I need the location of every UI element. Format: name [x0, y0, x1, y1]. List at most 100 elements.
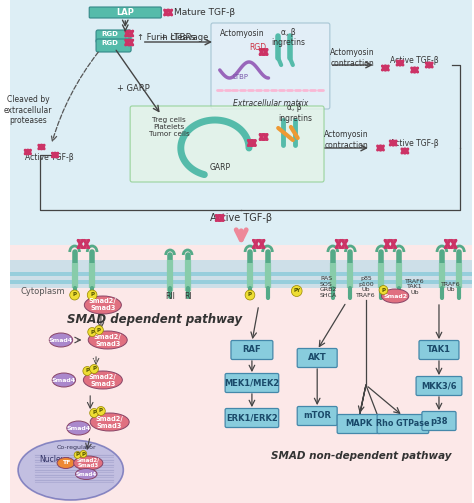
Text: P: P [382, 288, 385, 293]
Text: Active TGF-β: Active TGF-β [390, 138, 439, 147]
Text: Co-regulator: Co-regulator [57, 446, 96, 451]
Text: AKT: AKT [308, 354, 327, 363]
Text: Smad2/
Smad3: Smad2/ Smad3 [96, 415, 124, 429]
Text: TRAF6
Ub: TRAF6 Ub [441, 282, 460, 292]
Text: Smad4: Smad4 [76, 471, 97, 476]
Bar [10, 280, 472, 284]
Text: P: P [99, 408, 103, 413]
Text: Smad4: Smad4 [66, 426, 91, 431]
Circle shape [95, 325, 103, 334]
FancyBboxPatch shape [297, 349, 337, 368]
Circle shape [87, 290, 97, 300]
Text: P: P [97, 327, 101, 332]
Text: SMAD dependent pathway: SMAD dependent pathway [67, 313, 242, 326]
Bar [10, 260, 472, 288]
FancyBboxPatch shape [130, 106, 324, 182]
Text: RI: RI [184, 292, 191, 301]
Ellipse shape [49, 333, 73, 347]
Text: P: P [92, 367, 96, 372]
Ellipse shape [90, 413, 129, 431]
Text: RII: RII [165, 292, 175, 301]
Text: MAPK: MAPK [346, 420, 373, 429]
Circle shape [80, 451, 87, 458]
Text: Cleaved by
extracellular
proteases: Cleaved by extracellular proteases [4, 95, 52, 125]
Text: p38: p38 [430, 416, 448, 426]
Ellipse shape [382, 289, 409, 303]
Ellipse shape [73, 456, 103, 470]
FancyBboxPatch shape [225, 408, 279, 428]
Text: Actomyosin
contraction: Actomyosin contraction [330, 48, 374, 68]
Text: Rho GTPase: Rho GTPase [376, 420, 429, 429]
Text: RGD: RGD [101, 40, 118, 45]
Ellipse shape [88, 331, 127, 349]
FancyBboxPatch shape [422, 411, 456, 431]
Text: Mature TGF-β: Mature TGF-β [174, 8, 235, 17]
Text: GARP: GARP [209, 163, 230, 173]
Text: Active TGF-β: Active TGF-β [390, 55, 439, 64]
Text: Smad2/
Smad3: Smad2/ Smad3 [94, 333, 122, 347]
Text: Cytoplasm: Cytoplasm [20, 288, 64, 296]
Text: MEK1/MEK2: MEK1/MEK2 [224, 378, 280, 387]
Bar [10, 272, 472, 276]
Circle shape [90, 365, 99, 374]
Circle shape [74, 452, 81, 459]
FancyBboxPatch shape [416, 377, 462, 395]
Text: Actomyosin
contraction: Actomyosin contraction [324, 130, 369, 150]
Text: LTBP: LTBP [232, 74, 248, 80]
Text: Actomyosin: Actomyosin [220, 29, 264, 38]
Circle shape [88, 327, 97, 337]
FancyBboxPatch shape [211, 23, 330, 109]
Text: P: P [82, 452, 85, 457]
Text: P: P [90, 293, 94, 297]
Text: Extracellular matrix: Extracellular matrix [233, 99, 308, 108]
Text: TRAF6
TAK1
Ub: TRAF6 TAK1 Ub [405, 279, 424, 295]
Text: LAP: LAP [116, 8, 134, 17]
Ellipse shape [67, 421, 90, 435]
Ellipse shape [84, 296, 121, 314]
Text: ERK1/ERK2: ERK1/ERK2 [226, 413, 278, 423]
FancyBboxPatch shape [225, 374, 279, 392]
Text: P: P [85, 369, 89, 374]
FancyBboxPatch shape [96, 30, 131, 43]
Text: + LTBPs: + LTBPs [160, 33, 196, 42]
Text: Smad2: Smad2 [383, 293, 407, 298]
Ellipse shape [57, 458, 74, 468]
FancyBboxPatch shape [377, 414, 429, 434]
Ellipse shape [75, 468, 97, 479]
Text: Smad4: Smad4 [49, 338, 73, 343]
FancyBboxPatch shape [337, 414, 381, 434]
Text: MKK3/6: MKK3/6 [421, 381, 457, 390]
Text: SMAD non-dependent pathway: SMAD non-dependent pathway [271, 451, 451, 461]
Text: TAK1: TAK1 [427, 346, 451, 355]
Circle shape [245, 290, 255, 300]
Text: Treg cells
Platelets
Tumor cells: Treg cells Platelets Tumor cells [149, 117, 190, 137]
Circle shape [70, 290, 80, 300]
Text: TF: TF [62, 461, 70, 465]
FancyBboxPatch shape [297, 406, 337, 426]
FancyBboxPatch shape [89, 7, 161, 18]
Circle shape [90, 408, 99, 417]
Text: Smad2/
Smad3: Smad2/ Smad3 [89, 374, 117, 386]
Circle shape [97, 406, 105, 415]
Text: P: P [248, 293, 252, 297]
Text: Smad4: Smad4 [52, 377, 76, 382]
Circle shape [83, 367, 91, 376]
Text: RAS
SOS
GRB2
SHCA: RAS SOS GRB2 SHCA [320, 276, 337, 298]
Bar [10, 0, 472, 245]
Text: P: P [73, 293, 77, 297]
Bar [10, 245, 472, 503]
Text: Active TGF-β: Active TGF-β [210, 213, 272, 223]
Text: PY: PY [293, 289, 301, 293]
Text: Smad2/
Smad3: Smad2/ Smad3 [77, 458, 100, 468]
Ellipse shape [52, 373, 75, 387]
Ellipse shape [18, 440, 123, 500]
FancyBboxPatch shape [96, 39, 131, 52]
Text: P: P [92, 410, 96, 415]
FancyBboxPatch shape [231, 341, 273, 360]
Text: RGD: RGD [101, 31, 118, 37]
Text: ↑ Furin cleavage: ↑ Furin cleavage [137, 33, 209, 42]
Text: mTOR: mTOR [303, 411, 331, 421]
Text: p85
p100
Ub
TRAF6: p85 p100 Ub TRAF6 [356, 276, 376, 298]
Circle shape [292, 286, 302, 296]
Text: P: P [90, 329, 94, 334]
